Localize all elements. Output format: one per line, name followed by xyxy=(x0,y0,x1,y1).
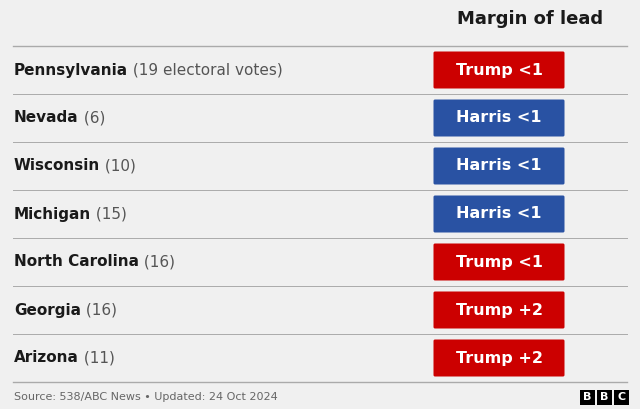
Text: North Carolina: North Carolina xyxy=(14,254,139,270)
Text: Michigan: Michigan xyxy=(14,207,92,222)
FancyBboxPatch shape xyxy=(433,339,564,377)
FancyBboxPatch shape xyxy=(597,389,612,405)
Text: Pennsylvania: Pennsylvania xyxy=(14,63,128,77)
Text: (16): (16) xyxy=(81,303,117,317)
Text: (16): (16) xyxy=(139,254,175,270)
FancyBboxPatch shape xyxy=(433,148,564,184)
FancyBboxPatch shape xyxy=(433,292,564,328)
Text: Margin of lead: Margin of lead xyxy=(457,10,603,28)
Text: Harris <1: Harris <1 xyxy=(456,110,541,126)
Text: (10): (10) xyxy=(100,159,136,173)
FancyBboxPatch shape xyxy=(433,196,564,232)
Text: Source: 538/ABC News • Updated: 24 Oct 2024: Source: 538/ABC News • Updated: 24 Oct 2… xyxy=(14,392,278,402)
Text: (19 electoral votes): (19 electoral votes) xyxy=(128,63,283,77)
Text: C: C xyxy=(618,392,625,402)
Text: B: B xyxy=(600,392,609,402)
Text: Georgia: Georgia xyxy=(14,303,81,317)
Text: Wisconsin: Wisconsin xyxy=(14,159,100,173)
Text: (11): (11) xyxy=(79,351,115,366)
Text: (6): (6) xyxy=(79,110,105,126)
Text: Harris <1: Harris <1 xyxy=(456,207,541,222)
Text: (15): (15) xyxy=(92,207,127,222)
Text: Trump <1: Trump <1 xyxy=(456,254,543,270)
FancyBboxPatch shape xyxy=(614,389,629,405)
FancyBboxPatch shape xyxy=(433,99,564,137)
FancyBboxPatch shape xyxy=(433,52,564,88)
Text: Harris <1: Harris <1 xyxy=(456,159,541,173)
Text: Trump +2: Trump +2 xyxy=(456,303,543,317)
FancyBboxPatch shape xyxy=(433,243,564,281)
FancyBboxPatch shape xyxy=(580,389,595,405)
Text: Nevada: Nevada xyxy=(14,110,79,126)
Text: B: B xyxy=(583,392,592,402)
Text: Trump <1: Trump <1 xyxy=(456,63,543,77)
Text: Arizona: Arizona xyxy=(14,351,79,366)
Text: Trump +2: Trump +2 xyxy=(456,351,543,366)
